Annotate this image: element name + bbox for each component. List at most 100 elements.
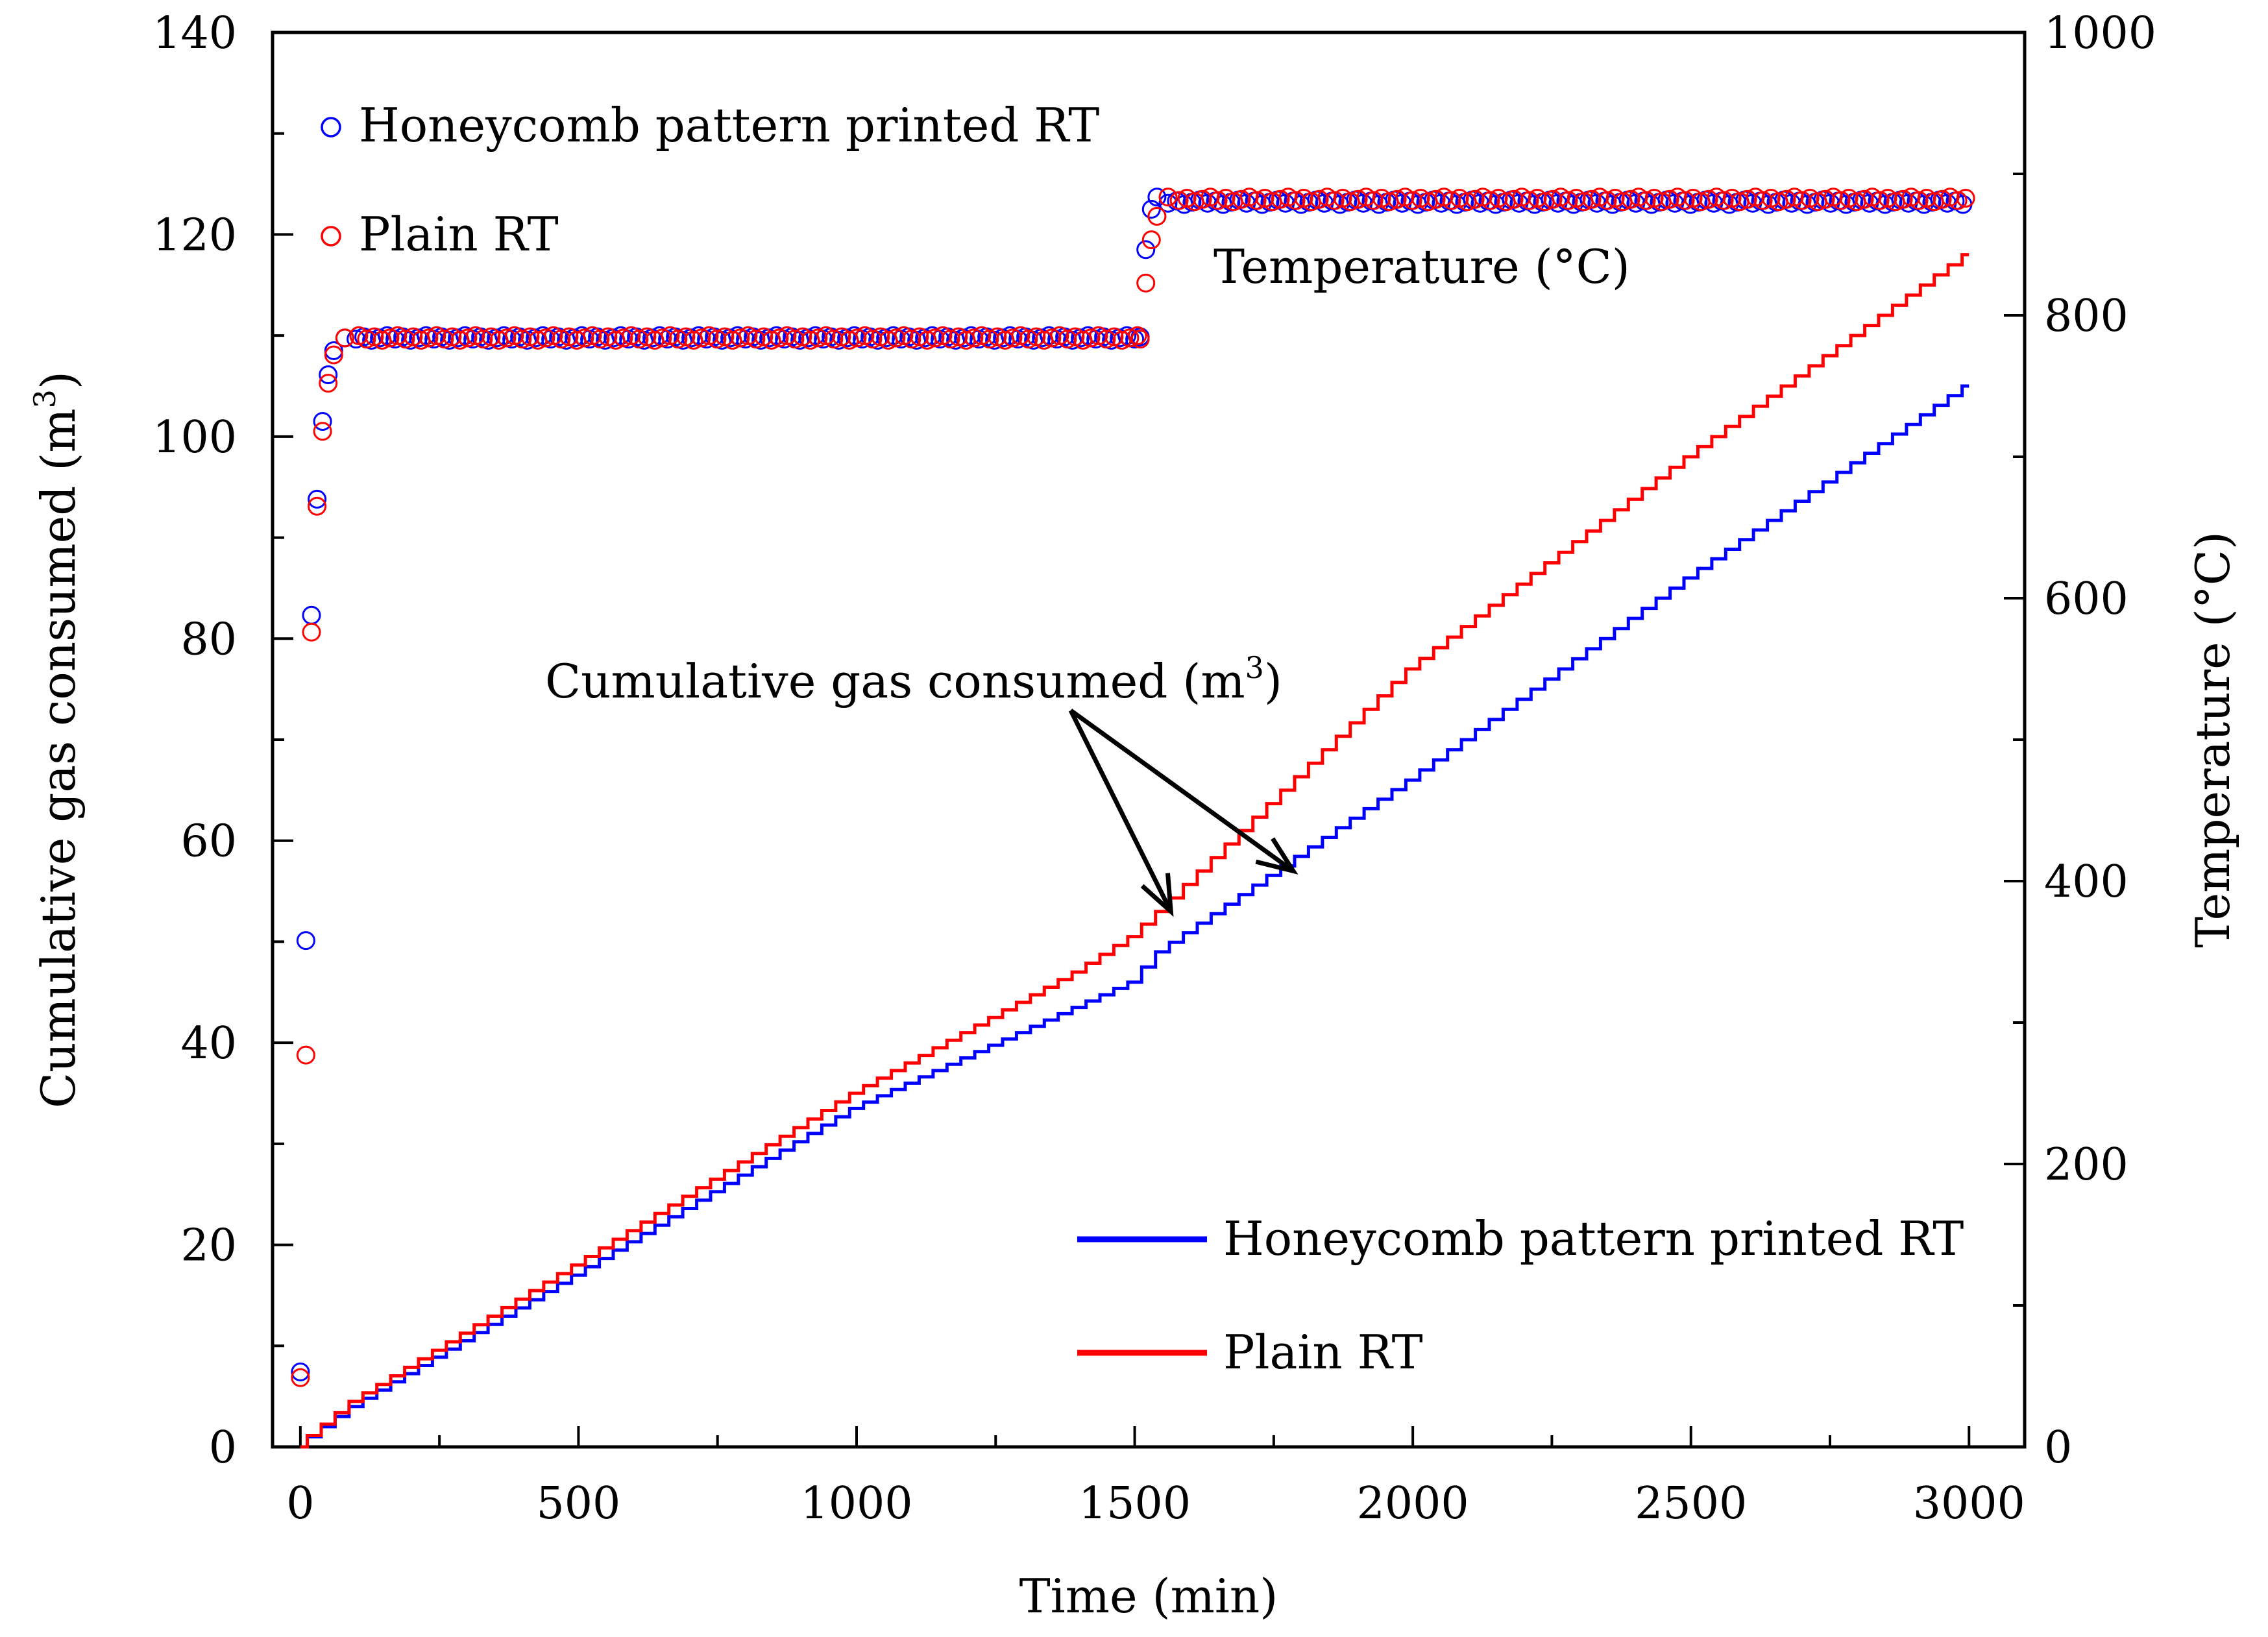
temperature-marker: [1286, 191, 1306, 210]
temperature-marker: [886, 328, 906, 348]
temperature-marker: [380, 328, 400, 348]
gas-series-line: [300, 253, 1969, 1449]
temperature-marker: [1310, 189, 1329, 209]
gas-lines: [300, 253, 1969, 1449]
temperature-marker: [1637, 191, 1656, 210]
annotation-arrow-shaft: [1069, 709, 1295, 873]
temperature-marker: [964, 328, 984, 348]
temperature-marker: [1831, 191, 1851, 210]
x-axis-title: Time (min): [1019, 1569, 1278, 1623]
temperature-marker: [863, 330, 883, 349]
temperature-marker: [296, 931, 315, 951]
temperature-marker: [824, 330, 844, 349]
temperature-marker: [1128, 326, 1147, 345]
x-tick-label: 3000: [1913, 1478, 2025, 1529]
temperature-marker: [1147, 206, 1167, 226]
y-right-tick-label: 600: [2044, 574, 2128, 625]
y-left-tick-label: 140: [152, 8, 237, 59]
legend-line-label: Plain RT: [1223, 1325, 1423, 1379]
temperature-marker: [335, 328, 354, 348]
temperature-marker: [1120, 328, 1140, 348]
temperature-marker: [1387, 189, 1407, 209]
y-right-tick-label: 200: [2044, 1139, 2128, 1191]
temperature-marker: [614, 328, 633, 348]
y-right-tick-label: 0: [2044, 1422, 2072, 1473]
y-left-tick-label: 80: [180, 614, 237, 665]
temperature-marker: [1364, 191, 1384, 210]
gas-annotation-end: ): [1264, 654, 1282, 709]
x-tick-label: 1500: [1079, 1478, 1191, 1529]
temperature-marker: [1738, 189, 1757, 209]
annotation-arrow-head: [1140, 873, 1174, 917]
temperature-marker: [1676, 191, 1695, 210]
y-left-tick-label: 60: [180, 816, 237, 867]
temperature-marker: [941, 330, 960, 349]
temperature-marker: [785, 330, 805, 349]
temperature-marker: [313, 422, 332, 441]
temperature-marker: [1042, 328, 1062, 348]
gas-annotation-sup: 3: [1245, 650, 1264, 685]
temperature-marker: [296, 1045, 315, 1065]
y-left-tick-label: 120: [152, 210, 237, 261]
temperature-marker: [629, 330, 649, 349]
temperature-marker: [1147, 188, 1167, 207]
temperature-marker: [302, 605, 321, 625]
temperature-marker: [1792, 191, 1812, 210]
legend-marker-label: Plain RT: [359, 207, 559, 261]
temperature-marker: [1753, 191, 1773, 210]
temperature-marker: [1232, 189, 1251, 209]
y-left-axis-title-sup: 3: [27, 389, 62, 408]
overlay: Honeycomb pattern printed RT Plain RT Hone…: [321, 98, 1964, 1379]
temperature-marker: [308, 489, 327, 509]
temperature-marker: [1598, 191, 1617, 210]
temperature-marker: [1543, 189, 1563, 209]
temperature-marker: [1003, 328, 1023, 348]
temperature-marker: [1403, 191, 1422, 210]
temperature-marker: [1714, 191, 1734, 210]
temperature-marker: [1559, 191, 1578, 210]
x-tick-label: 500: [537, 1478, 621, 1529]
temperature-marker: [980, 330, 999, 349]
temperature-marker: [1348, 189, 1368, 209]
legend-marker-label: Honeycomb pattern printed RT: [359, 98, 1099, 152]
legend-line-label: Honeycomb pattern printed RT: [1223, 1211, 1964, 1266]
temperature-marker: [1699, 189, 1718, 209]
temperature-marker: [707, 330, 727, 349]
temperature-marker: [692, 328, 711, 348]
temperature-marker: [1621, 189, 1640, 209]
temperature-marker: [770, 328, 789, 348]
temperature-marker: [1130, 330, 1150, 349]
temperature-marker: [1894, 189, 1913, 209]
temperature-marker: [396, 330, 415, 349]
temperature-marker: [925, 328, 945, 348]
temperature-marker: [1956, 189, 1975, 208]
y-right-tick-label: 400: [2044, 856, 2128, 908]
temperature-marker: [347, 330, 366, 349]
temperature-marker: [1660, 189, 1679, 209]
x-tick-label: 2000: [1357, 1478, 1469, 1529]
annotation-arrow-head: [1255, 837, 1299, 875]
temperature-marker: [1325, 191, 1345, 210]
temperature-marker: [1948, 191, 1968, 210]
temperature-marker: [1465, 189, 1485, 209]
temperature-marker: [357, 330, 376, 349]
temperature-marker: [1081, 328, 1101, 348]
temperature-marker: [591, 330, 610, 349]
temperature-marker: [291, 1363, 310, 1381]
y-left-tick-label: 20: [180, 1220, 237, 1272]
y-right-tick-label: 1000: [2044, 8, 2156, 59]
temperature-marker: [1933, 189, 1952, 209]
temperature-marker: [1208, 191, 1228, 210]
temperature-annotation: Temperature (°C): [1213, 239, 1630, 294]
temperature-marker: [653, 328, 672, 348]
y-right-tick-label: 800: [2044, 291, 2128, 342]
gas-series-line: [300, 384, 1969, 1449]
temperature-marker: [319, 374, 338, 393]
temperature-marker: [1582, 189, 1602, 209]
temperature-marker: [1777, 189, 1796, 209]
temperature-marker: [902, 330, 921, 349]
ticks: 0 500 1000 1500 2000 2500 30000204060801001201…: [27, 8, 2240, 1623]
temperature-marker: [1442, 191, 1461, 210]
temperature-marker: [1504, 189, 1524, 209]
